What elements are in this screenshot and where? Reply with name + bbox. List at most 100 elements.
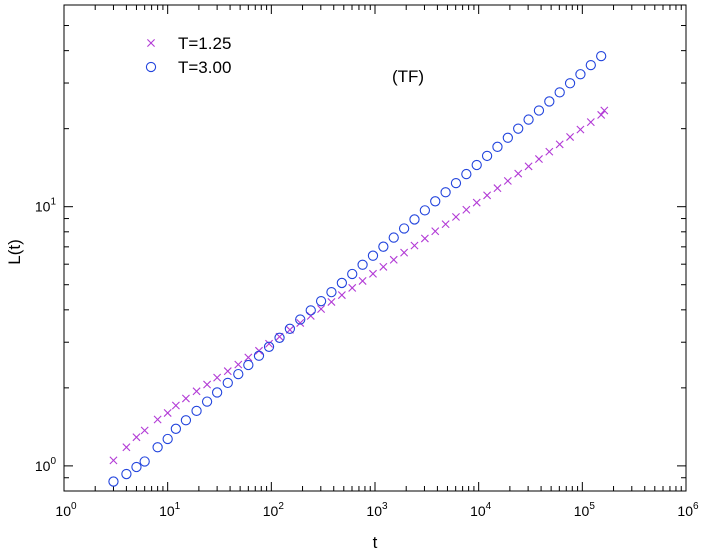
data-point: [400, 248, 409, 257]
data-point: [493, 184, 502, 193]
data-point: [462, 205, 471, 214]
data-point: [131, 461, 142, 473]
x-tick-label: 101: [159, 501, 181, 519]
x-tick-label: 103: [366, 501, 388, 519]
x-tick-label: 100: [55, 501, 77, 519]
data-point: [139, 456, 150, 467]
data-point: [461, 168, 472, 180]
x-axis-title: t: [373, 533, 378, 552]
data-point: [233, 368, 244, 380]
data-point: [420, 234, 429, 243]
data-point: [419, 205, 431, 216]
data-point: [440, 187, 451, 198]
data-point: [122, 443, 131, 452]
data-point: [410, 241, 419, 250]
data-point: [441, 220, 450, 229]
data-point: [326, 287, 337, 298]
x-tick-label: 106: [677, 501, 699, 519]
data-point: [367, 250, 379, 261]
data-point: [348, 283, 357, 292]
data-point: [378, 241, 389, 252]
data-point: [162, 433, 173, 445]
data-point: [170, 423, 182, 434]
legend-label: T=3.00: [178, 58, 231, 77]
data-point: [471, 159, 482, 171]
data-point: [503, 176, 512, 185]
x-tick-label: 104: [470, 501, 492, 519]
data-point: [253, 350, 265, 361]
data-point: [108, 476, 119, 487]
data-point: [597, 110, 606, 119]
data-point: [575, 69, 586, 80]
data-point: [295, 314, 306, 325]
axis-ticks: 100 101 102 103 104 105 106 100 101: [35, 4, 699, 519]
data-point: [191, 405, 202, 417]
data-point: [502, 132, 513, 143]
data-point: [163, 408, 172, 417]
y-tick-label: 101: [35, 197, 57, 215]
data-point: [223, 367, 232, 376]
legend-marker: [145, 61, 157, 73]
data-point: [555, 140, 564, 149]
y-axis-title: L(t): [5, 239, 24, 265]
data-point: [265, 339, 274, 348]
legend-label: T=1.25: [178, 34, 231, 53]
data-point: [600, 106, 609, 115]
data-point: [576, 125, 585, 134]
data-point: [492, 141, 503, 152]
data-point: [566, 132, 575, 141]
data-point: [263, 341, 275, 352]
data-point: [596, 50, 607, 62]
x-tick-label: 102: [263, 501, 285, 519]
data-point: [211, 387, 223, 398]
data-point: [296, 318, 305, 327]
data-point: [132, 433, 141, 442]
data-point: [222, 377, 233, 389]
data-point: [513, 123, 524, 134]
x-tick-label: 105: [574, 501, 596, 519]
data-point: [368, 269, 377, 278]
data-point: [450, 177, 462, 189]
plot-frame: [63, 4, 687, 492]
legend: T=1.25 T=3.00: [145, 34, 231, 77]
series-layer: [108, 50, 609, 487]
data-point: [388, 232, 399, 243]
data-point: [336, 277, 348, 289]
data-point: [305, 305, 316, 316]
data-point: [285, 325, 294, 334]
data-point: [347, 268, 358, 280]
data-point: [379, 262, 388, 271]
data-point: [545, 147, 554, 156]
data-point: [243, 359, 254, 371]
data-point: [523, 114, 534, 125]
data-point: [153, 415, 162, 424]
data-point: [201, 396, 213, 407]
data-point: [181, 394, 190, 403]
data-point: [481, 150, 493, 162]
data-point: [274, 332, 285, 343]
data-point: [544, 96, 555, 107]
data-point: [585, 59, 596, 71]
series-T1.25: [109, 106, 609, 465]
data-point: [192, 387, 201, 396]
data-point: [409, 214, 420, 225]
data-point: [451, 212, 460, 221]
data-point: [430, 196, 441, 207]
data-point: [109, 456, 118, 465]
series-T3.00: [108, 50, 607, 487]
data-point: [472, 198, 481, 207]
legend-marker: [147, 39, 155, 47]
data-point: [315, 296, 327, 307]
data-point: [234, 360, 243, 369]
data-point: [389, 255, 398, 264]
data-point: [121, 468, 132, 480]
data-point: [275, 332, 284, 341]
annotation-label: (TF): [392, 67, 424, 86]
data-point: [317, 305, 326, 313]
data-point: [140, 426, 149, 435]
data-point: [524, 162, 533, 171]
data-point: [431, 227, 440, 236]
data-point: [203, 380, 212, 389]
data-point: [586, 118, 595, 127]
data-point: [337, 291, 346, 300]
